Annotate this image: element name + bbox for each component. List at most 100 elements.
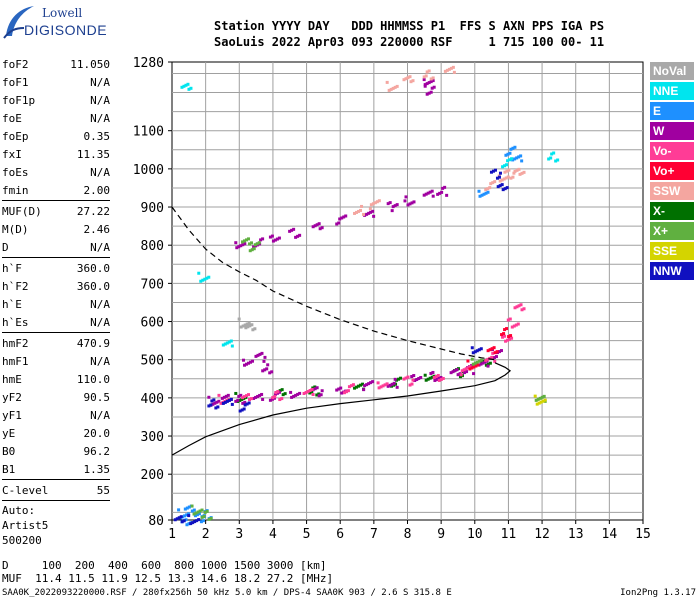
y-tick-label: 700 xyxy=(141,277,164,292)
echo-point-vo xyxy=(488,348,492,352)
echo-point-x xyxy=(241,240,245,244)
echo-point-w xyxy=(241,243,245,247)
echo-point-vo xyxy=(459,373,463,377)
echo-point-w xyxy=(260,351,264,355)
echo-point-e xyxy=(478,194,482,198)
param-value: N/A xyxy=(90,409,110,422)
param-row: MUF(D) 27.22 xyxy=(2,203,110,221)
param-row: M(D) 2.46 xyxy=(2,221,110,239)
parameter-panel: foF2 11.050 foF1 N/A foF1p N/A foE N/A foEp 0.35 f… xyxy=(2,56,110,548)
echo-point-w xyxy=(234,241,238,245)
echo-point-e xyxy=(484,191,488,195)
echo-point-w xyxy=(497,350,501,354)
echo-point-w xyxy=(268,371,272,375)
echo-point-ssw xyxy=(504,176,508,180)
param-name: yF2 xyxy=(2,391,22,404)
echo-point-nnw xyxy=(496,185,500,189)
echo-point-nnw xyxy=(230,402,234,406)
echo-point-sse xyxy=(535,402,539,406)
echo-point-vo xyxy=(510,325,514,329)
echo-point-x xyxy=(248,242,252,246)
echo-point-ssw xyxy=(512,171,516,175)
echo-point-w xyxy=(427,91,431,95)
echo-point-x xyxy=(540,395,544,399)
legend-item-vo: Vo+ xyxy=(650,162,694,180)
echo-point-vo xyxy=(243,395,247,399)
echo-point-nne xyxy=(508,158,512,162)
echo-point-vo xyxy=(411,378,415,382)
echo-point-ssw xyxy=(369,203,373,207)
echo-point-w xyxy=(294,393,298,397)
echo-point-vo xyxy=(308,388,312,392)
echo-point-x xyxy=(430,375,434,379)
param-value: N/A xyxy=(90,76,110,89)
echo-point-w xyxy=(438,191,442,195)
echo-point-x xyxy=(473,361,477,365)
echo-point-ssw xyxy=(452,70,456,74)
echo-point-x xyxy=(196,510,200,514)
echo-point-x xyxy=(423,373,427,377)
echo-point-vo xyxy=(505,327,509,331)
echo-point-w xyxy=(494,355,498,359)
echo-point-w xyxy=(435,377,439,381)
echo-point-vo xyxy=(250,397,254,401)
echo-point-vo xyxy=(441,376,445,380)
param-row: foE N/A xyxy=(2,110,110,128)
echo-point-vo xyxy=(464,367,468,371)
echo-point-w xyxy=(252,396,256,400)
echo-point-e xyxy=(477,189,481,193)
param-row: hmE 110.0 xyxy=(2,371,110,389)
echo-point-noval xyxy=(246,325,250,329)
file-info: SAA0K_2022093220000.RSF / 280fx256h 50 k… xyxy=(2,588,452,598)
echo-point-w xyxy=(211,402,215,406)
echo-point-w xyxy=(245,362,249,366)
echo-point-e xyxy=(195,513,199,517)
echo-point-x xyxy=(308,391,312,395)
echo-point-e xyxy=(184,518,188,522)
echo-point-e xyxy=(506,152,510,156)
echo-point-w xyxy=(393,204,397,208)
echo-point-w xyxy=(277,390,281,394)
param-name: MUF(D) xyxy=(2,205,42,218)
echo-point-x xyxy=(479,358,483,362)
echo-point-w xyxy=(243,363,247,367)
echo-point-w xyxy=(429,80,433,84)
echo-point-ssw xyxy=(395,84,399,88)
echo-point-e xyxy=(513,157,517,161)
echo-point-noval xyxy=(247,321,251,325)
echo-point-w xyxy=(483,360,487,364)
echo-point-e xyxy=(504,153,508,157)
echo-point-nne xyxy=(510,157,514,161)
echo-point-w xyxy=(422,78,426,82)
echo-point-w xyxy=(441,186,445,190)
echo-point-nne xyxy=(225,341,229,345)
echo-point-w xyxy=(254,354,258,358)
echo-point-e xyxy=(190,509,194,513)
echo-point-w xyxy=(425,92,429,96)
echo-point-w xyxy=(443,185,447,189)
echo-point-ssw xyxy=(511,175,515,179)
echo-point-x xyxy=(315,393,319,397)
echo-point-nne xyxy=(506,159,510,163)
echo-point-w xyxy=(298,391,302,395)
echo-point-w xyxy=(236,398,240,402)
echo-point-nnw xyxy=(214,406,218,410)
echo-point-vo xyxy=(385,382,389,386)
param-value: 55 xyxy=(96,484,110,497)
y-tick-label: 1000 xyxy=(133,163,164,178)
echo-point-w xyxy=(260,392,264,396)
echo-point-w xyxy=(290,395,294,399)
echo-point-w xyxy=(413,379,417,383)
echo-point-w xyxy=(241,401,245,405)
param-name: yE xyxy=(2,427,16,440)
param-value: 360.0 xyxy=(76,262,110,275)
echo-point-ssw xyxy=(507,168,511,172)
echo-point-vo xyxy=(516,322,520,326)
y-tick-label: 500 xyxy=(141,354,164,369)
echo-point-x xyxy=(481,359,485,363)
echo-point-vo xyxy=(507,335,511,339)
echo-point-e xyxy=(509,147,513,151)
echo-point-w xyxy=(259,238,263,242)
echo-point-x xyxy=(479,360,483,364)
